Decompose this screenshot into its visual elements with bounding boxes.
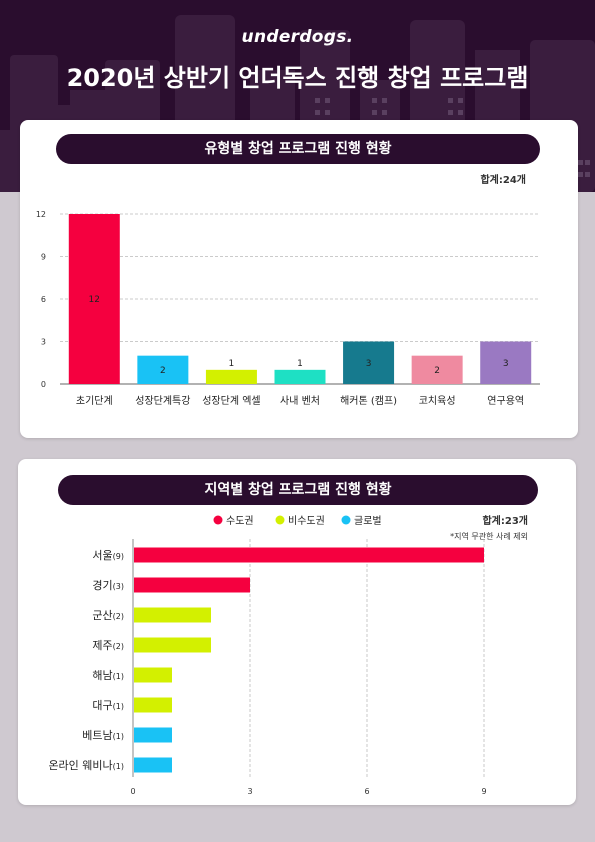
legend-label: 글로벌	[354, 515, 382, 527]
region-label: 제주(2)	[92, 639, 124, 652]
x-tick-label: 9	[481, 787, 486, 796]
region-chart-title: 지역별 창업 프로그램 진행 현황	[58, 475, 538, 505]
region-total-label: 합계:23개	[482, 514, 528, 527]
y-tick-label: 3	[41, 338, 46, 347]
bar-4	[343, 341, 395, 384]
y-tick-label: 9	[41, 253, 46, 262]
x-category-label: 연구용역	[487, 395, 524, 407]
bar-5	[411, 355, 463, 384]
bar-6	[480, 341, 532, 384]
x-tick-label: 6	[364, 787, 369, 796]
region-label: 군산(2)	[92, 609, 124, 622]
bar-value-label: 1	[229, 359, 235, 369]
legend-label: 비수도권	[288, 515, 325, 527]
y-tick-label: 12	[36, 210, 46, 219]
region-note: *지역 무관한 사례 제외	[450, 531, 528, 541]
type-chart-title: 유형별 창업 프로그램 진행 현황	[56, 134, 540, 164]
bar-value-label: 3	[503, 359, 509, 369]
type-bar-chart: 합계:24개 0 3 6 9 12 12 초기단계 2 성장단계특강 1 성장단계 엑셀 1 사내 벤처…	[36, 173, 540, 407]
type-chart-card: 유형별 창업 프로그램 진행 현황 합계:24개 0 3 6 9 12 12 초기단계 2 성장…	[20, 120, 578, 438]
bar-value-label: 1	[297, 359, 303, 369]
hbar-3	[134, 637, 211, 653]
region-label: 해남(1)	[92, 668, 124, 682]
bar-value-label: 3	[366, 359, 372, 369]
x-category-label: 성장단계 엑셀	[202, 395, 260, 407]
hbar-0	[134, 547, 484, 563]
bar-value-label: 12	[89, 295, 100, 305]
hbar-7	[134, 757, 172, 773]
bar-3	[274, 369, 326, 384]
x-category-label: 성장단계특강	[135, 395, 190, 407]
region-label: 대구(1)	[92, 699, 124, 712]
x-category-label: 코치육성	[419, 395, 456, 407]
y-tick-label: 0	[41, 380, 46, 389]
region-label: 경기(3)	[92, 579, 124, 592]
region-label: 온라인 웨비나(1)	[48, 759, 124, 772]
hbar-2	[134, 607, 211, 623]
bar-value-label: 2	[160, 366, 166, 376]
region-label: 서울(9)	[92, 549, 124, 562]
legend-label: 수도권	[226, 515, 254, 527]
hbar-4	[134, 667, 172, 683]
x-tick-label: 0	[130, 787, 135, 796]
hbar-6	[134, 727, 172, 743]
region-chart-card: 지역별 창업 프로그램 진행 현황 합계:23개 *지역 무관한 사례 제외 수…	[18, 459, 576, 805]
region-bar-chart: 합계:23개 *지역 무관한 사례 제외 수도권 비수도권 글로벌 0 3 6 9 서울(9)…	[48, 514, 528, 796]
legend-swatch	[275, 515, 285, 525]
x-category-label: 사내 벤처	[280, 395, 320, 407]
x-category-label: 해커톤 (캠프)	[340, 394, 397, 407]
x-tick-label: 3	[247, 787, 252, 796]
brand-logo: underdogs.	[241, 27, 354, 47]
bar-1	[137, 355, 189, 384]
y-tick-label: 6	[41, 295, 46, 304]
bar-2	[205, 369, 257, 384]
type-total-label: 합계:24개	[480, 173, 526, 186]
page-title: 2020년 상반기 언더독스 진행 창업 프로그램	[66, 64, 529, 92]
hbar-1	[134, 577, 250, 593]
region-label: 베트남(1)	[82, 729, 124, 742]
bar-0	[68, 214, 120, 384]
legend-swatch	[213, 515, 223, 525]
hbar-5	[134, 697, 172, 713]
bar-value-label: 2	[434, 366, 440, 376]
x-category-label: 초기단계	[76, 395, 113, 407]
legend-swatch	[341, 515, 351, 525]
